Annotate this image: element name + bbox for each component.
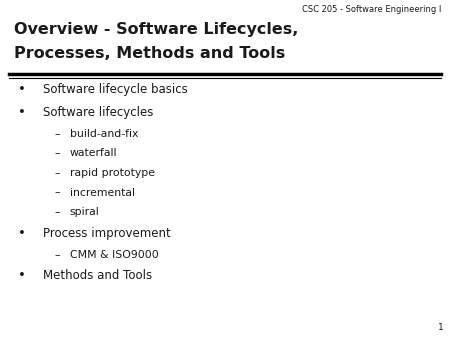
Text: incremental: incremental bbox=[70, 188, 135, 198]
Text: Software lifecycle basics: Software lifecycle basics bbox=[43, 83, 188, 96]
Text: waterfall: waterfall bbox=[70, 148, 117, 159]
Text: •: • bbox=[18, 269, 26, 282]
Text: –: – bbox=[54, 168, 59, 178]
Text: CSC 205 - Software Engineering I: CSC 205 - Software Engineering I bbox=[302, 5, 441, 14]
Text: •: • bbox=[18, 83, 26, 96]
Text: –: – bbox=[54, 207, 59, 217]
Text: Processes, Methods and Tools: Processes, Methods and Tools bbox=[14, 46, 285, 61]
Text: CMM & ISO9000: CMM & ISO9000 bbox=[70, 250, 158, 260]
Text: Process improvement: Process improvement bbox=[43, 227, 171, 240]
Text: •: • bbox=[18, 106, 26, 119]
Text: rapid prototype: rapid prototype bbox=[70, 168, 155, 178]
Text: –: – bbox=[54, 188, 59, 198]
Text: –: – bbox=[54, 129, 59, 139]
Text: spiral: spiral bbox=[70, 207, 99, 217]
Text: –: – bbox=[54, 148, 59, 159]
Text: Software lifecycles: Software lifecycles bbox=[43, 106, 153, 119]
Text: 1: 1 bbox=[437, 323, 443, 332]
Text: build-and-fix: build-and-fix bbox=[70, 129, 138, 139]
Text: Methods and Tools: Methods and Tools bbox=[43, 269, 152, 282]
Text: Overview - Software Lifecycles,: Overview - Software Lifecycles, bbox=[14, 22, 298, 37]
Text: •: • bbox=[18, 227, 26, 240]
Text: –: – bbox=[54, 250, 59, 260]
